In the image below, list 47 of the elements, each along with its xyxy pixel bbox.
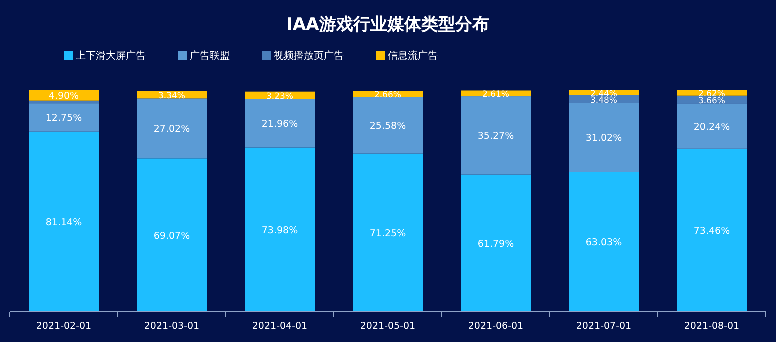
bar <box>137 158 207 312</box>
data-label: 81.14% <box>46 217 82 228</box>
bar <box>353 154 423 312</box>
data-label: 12.75% <box>46 113 82 124</box>
data-label: 35.27% <box>478 131 514 142</box>
legend-label: 视频播放页广告 <box>274 50 344 62</box>
bar <box>245 148 315 312</box>
视频播放页广告: 视频播放页广告 <box>262 51 344 62</box>
x-tick-label: 2021-07-01 <box>576 321 632 332</box>
x-tick-label: 2021-04-01 <box>252 321 308 332</box>
data-label: 69.07% <box>154 230 190 242</box>
data-label: 31.02% <box>586 133 622 144</box>
bar <box>137 98 207 159</box>
data-label: 27.02% <box>154 124 190 136</box>
chart-title: IAA游戏行业媒体类型分布 <box>286 15 490 35</box>
x-tick-label: 2021-02-01 <box>36 321 92 332</box>
bar <box>569 103 639 172</box>
legend-label: 上下滑大屏广告 <box>76 50 146 62</box>
data-label: 71.25% <box>370 228 406 240</box>
data-label: 3.34% <box>158 91 186 102</box>
data-label: 20.24% <box>694 122 730 133</box>
x-tick-label: 2021-03-01 <box>144 321 200 332</box>
data-label: 73.98% <box>262 225 298 236</box>
data-label: 21.96% <box>262 118 298 130</box>
bar <box>677 148 747 312</box>
bar <box>569 172 639 312</box>
bar <box>29 100 99 104</box>
data-label: 61.79% <box>478 238 514 250</box>
legend-label: 信息流广告 <box>388 50 438 62</box>
x-tick-label: 2021-05-01 <box>360 321 416 332</box>
bar <box>461 174 531 312</box>
data-label: 73.46% <box>694 226 730 237</box>
广告联盟: 广告联盟 <box>178 51 230 62</box>
bar <box>353 97 423 154</box>
x-tick-label: 2021-06-01 <box>468 321 524 332</box>
bar <box>29 104 99 132</box>
bar <box>29 132 99 312</box>
x-tick-label: 2021-08-01 <box>684 321 740 332</box>
bar <box>461 96 531 175</box>
data-label: 25.58% <box>370 120 406 132</box>
data-label: 4.90% <box>48 90 80 102</box>
bar <box>677 104 747 149</box>
legend-label: 广告联盟 <box>190 50 230 62</box>
bar <box>245 99 315 148</box>
data-label: 63.03% <box>586 238 622 249</box>
信息流广告: 信息流广告 <box>376 51 438 62</box>
上下滑大屏广告: 上下滑大屏广告 <box>64 51 146 62</box>
